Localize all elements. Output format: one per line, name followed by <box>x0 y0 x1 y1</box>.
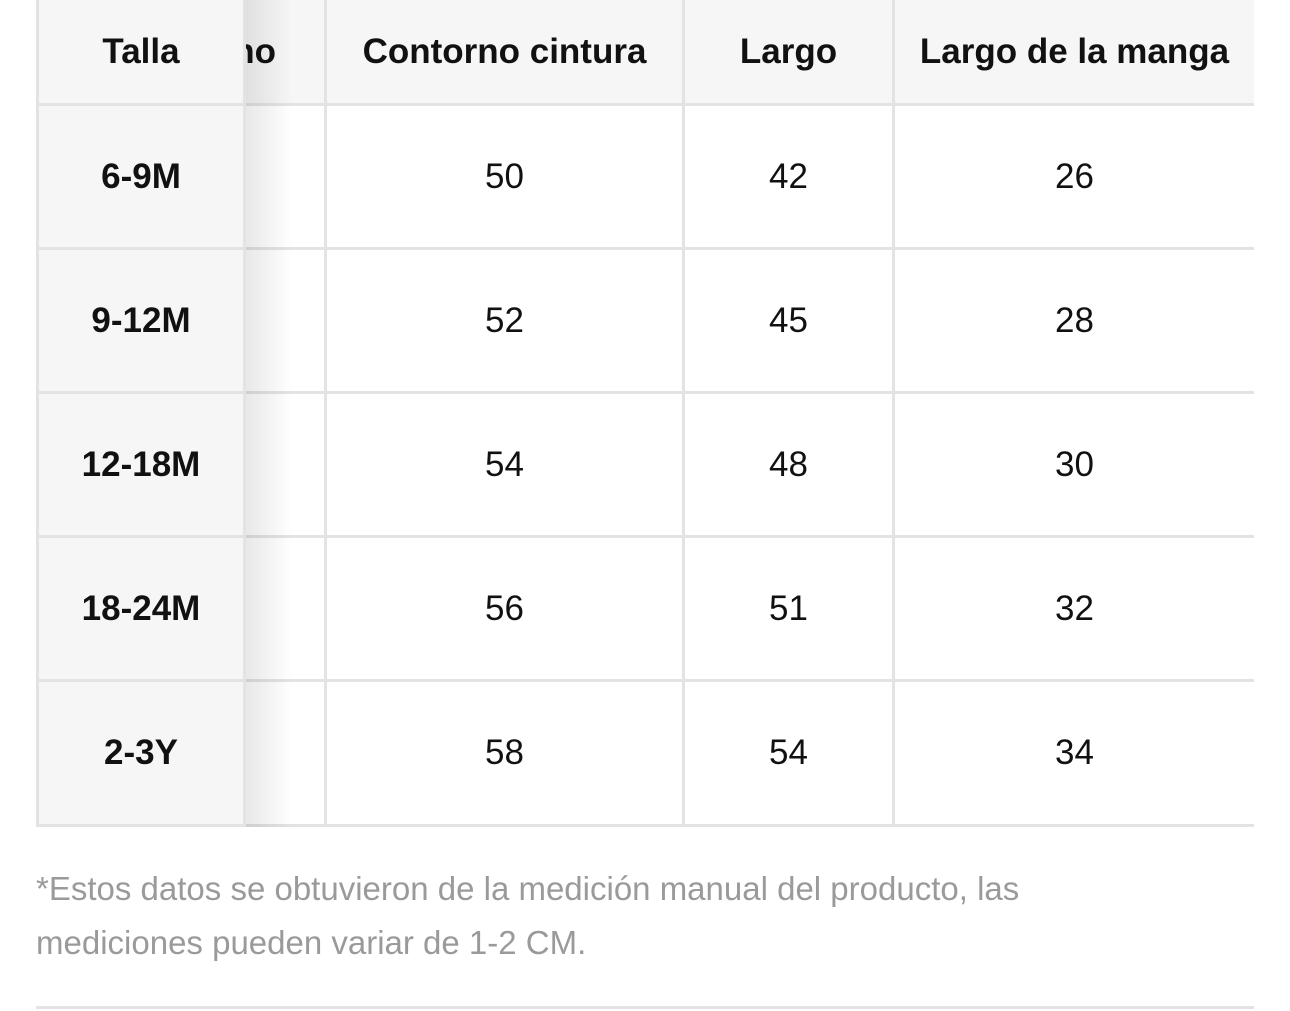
table-cell-waist: 50 <box>327 106 682 250</box>
sticky-size-column: Talla 6-9M 9-12M 12-18M 18-24M 2-3Y <box>36 0 246 827</box>
table-cell-sleeve-length: 28 <box>895 250 1254 394</box>
table-cell-size: 18-24M <box>39 538 243 682</box>
table-cell-size: 9-12M <box>39 250 243 394</box>
table-cell-length: 54 <box>685 682 892 827</box>
column-sleeve-length: Largo de la manga 26 28 30 32 34 <box>895 0 1254 827</box>
footnote-line-1: *Estos datos se obtuvieron de la medició… <box>36 870 1020 907</box>
table-cell-length: 48 <box>685 394 892 538</box>
column-header-size: Talla <box>39 0 243 106</box>
column-header-sleeve-length: Largo de la manga <box>895 0 1254 106</box>
section-divider <box>36 1006 1254 1009</box>
table-cell-waist: 52 <box>327 250 682 394</box>
column-divider <box>682 0 685 827</box>
table-cell-length: 45 <box>685 250 892 394</box>
size-chart-table[interactable]: no Contorno cintura 50 52 54 56 58 Largo… <box>36 0 1254 827</box>
table-cell-size: 2-3Y <box>39 682 243 827</box>
measurement-footnote: *Estos datos se obtuvieron de la medició… <box>36 862 1236 970</box>
column-divider <box>892 0 895 827</box>
table-cell-sleeve-length: 26 <box>895 106 1254 250</box>
table-cell-waist: 58 <box>327 682 682 827</box>
table-cell-waist: 56 <box>327 538 682 682</box>
column-header-waist: Contorno cintura <box>327 0 682 106</box>
footnote-line-2: mediciones pueden variar de 1-2 CM. <box>36 924 587 961</box>
column-length: Largo 42 45 48 51 54 <box>685 0 892 827</box>
table-cell-sleeve-length: 30 <box>895 394 1254 538</box>
column-divider <box>324 0 327 827</box>
table-cell-size: 12-18M <box>39 394 243 538</box>
column-waist: Contorno cintura 50 52 54 56 58 <box>327 0 682 827</box>
table-cell-waist: 54 <box>327 394 682 538</box>
table-cell-sleeve-length: 34 <box>895 682 1254 827</box>
table-cell-sleeve-length: 32 <box>895 538 1254 682</box>
column-header-length: Largo <box>685 0 892 106</box>
table-cell-length: 42 <box>685 106 892 250</box>
table-cell-length: 51 <box>685 538 892 682</box>
table-cell-size: 6-9M <box>39 106 243 250</box>
size-chart-scroll-area[interactable]: no Contorno cintura 50 52 54 56 58 Largo… <box>36 0 1254 827</box>
